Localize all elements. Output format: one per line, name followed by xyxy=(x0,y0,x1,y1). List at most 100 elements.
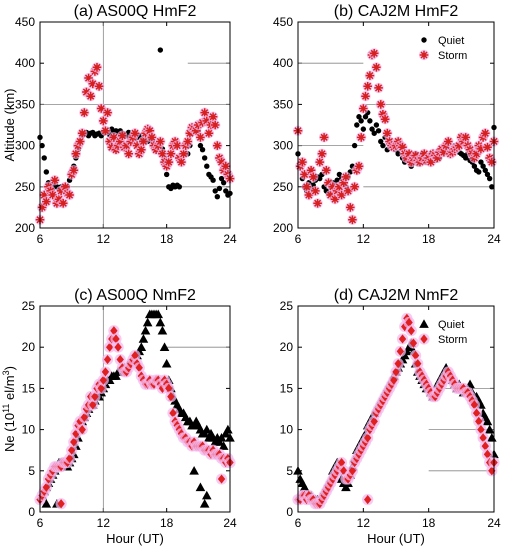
x-tick-label: 6 xyxy=(37,516,44,530)
data-point-storm xyxy=(55,498,67,510)
marker-diamond xyxy=(411,350,420,361)
data-point-storm xyxy=(362,494,374,506)
unit-text: ) xyxy=(2,366,17,370)
data-point-quiet xyxy=(140,325,151,335)
y-tick-label: 25 xyxy=(22,299,36,313)
marker-star xyxy=(105,137,114,146)
data-point-storm xyxy=(394,345,406,357)
data-point-storm xyxy=(349,181,360,192)
x-tick-label: 6 xyxy=(295,232,302,246)
data-point-storm xyxy=(74,136,86,147)
marker-star xyxy=(39,190,49,200)
marker-diamond xyxy=(472,408,481,418)
data-point-quiet xyxy=(462,155,469,161)
data-point-storm xyxy=(199,107,210,118)
data-point-storm xyxy=(362,81,373,92)
marker-star xyxy=(304,190,314,200)
marker-diamond xyxy=(337,457,346,468)
marker-diamond xyxy=(67,445,76,455)
data-point-storm xyxy=(212,140,223,151)
data-point-storm xyxy=(101,353,114,366)
plot-area xyxy=(40,306,230,512)
data-point-storm xyxy=(318,132,330,143)
marker-star xyxy=(343,186,353,196)
marker-star xyxy=(348,215,357,225)
data-point-quiet xyxy=(484,424,495,434)
data-point-quiet xyxy=(138,334,149,343)
marker-star xyxy=(94,82,104,91)
marker-star xyxy=(217,157,226,167)
marker-diamond xyxy=(470,400,479,410)
legend-marker-storm xyxy=(418,333,430,345)
marker-diamond xyxy=(483,449,492,459)
data-point-quiet xyxy=(201,490,212,500)
data-point-storm xyxy=(100,125,111,136)
marker-diamond xyxy=(101,367,110,377)
y-tick-label: 20 xyxy=(22,340,36,354)
marker-star xyxy=(61,182,70,192)
data-layer xyxy=(292,312,500,510)
y-tick-label: 200 xyxy=(15,221,35,235)
marker-star xyxy=(210,120,220,130)
data-point-quiet xyxy=(371,130,377,136)
marker-star xyxy=(42,197,51,206)
x-tick-label: 18 xyxy=(422,516,436,530)
data-point-quiet xyxy=(142,317,153,327)
y-tick-label: 20 xyxy=(280,340,294,354)
marker-star xyxy=(137,145,146,154)
data-point-quiet xyxy=(39,142,45,149)
superscript: 11 xyxy=(1,404,11,413)
marker-star xyxy=(109,133,119,142)
data-point-storm xyxy=(210,119,221,131)
data-point-storm xyxy=(310,185,321,197)
marker-star xyxy=(330,194,340,204)
marker-diamond xyxy=(405,317,413,328)
x-tick-label: 24 xyxy=(487,232,501,246)
data-point-storm xyxy=(392,358,404,370)
marker-star xyxy=(444,137,453,146)
y-tick-label: 300 xyxy=(273,139,293,153)
data-point-storm xyxy=(136,144,147,155)
data-point-storm xyxy=(405,325,417,337)
marker-star xyxy=(372,63,381,72)
data-point-quiet xyxy=(204,163,210,169)
data-point-storm xyxy=(443,136,454,147)
marker-star xyxy=(419,50,429,60)
data-point-quiet xyxy=(199,147,206,153)
data-point-storm xyxy=(172,140,183,151)
x-tick-label: 12 xyxy=(357,516,371,530)
data-point-quiet xyxy=(201,424,212,434)
marker-star xyxy=(185,128,195,138)
legend-label: Storm xyxy=(438,334,467,346)
marker-diamond xyxy=(91,392,99,402)
x-tick-label: 24 xyxy=(487,516,501,530)
data-point-storm xyxy=(79,107,90,118)
panel-4: (d) CAJ2M NmF2 6 12 18 24 0 5 10 15 20 25 Hour (UT)… xyxy=(280,287,501,546)
data-point-storm xyxy=(353,161,365,172)
marker-star xyxy=(156,137,165,146)
data-point-storm xyxy=(155,136,166,147)
marker-star xyxy=(213,141,222,150)
data-point-storm xyxy=(347,214,358,225)
data-point-storm xyxy=(58,198,69,209)
marker-diamond xyxy=(72,429,80,439)
y-tick-label: 400 xyxy=(15,56,35,70)
marker-star xyxy=(420,149,429,159)
data-point-quiet xyxy=(367,118,373,124)
data-point-storm xyxy=(301,181,312,192)
data-point-quiet xyxy=(351,142,358,149)
marker-star xyxy=(476,144,486,154)
x-tick-label: 24 xyxy=(223,232,237,246)
data-point-quiet xyxy=(380,142,386,149)
y-axis-label: Ne (1011 el/m3) xyxy=(1,366,17,452)
data-layer xyxy=(34,309,236,510)
data-point-storm xyxy=(375,99,386,110)
legend-marker-quiet xyxy=(421,37,427,43)
marker-star xyxy=(481,128,490,138)
marker-diamond xyxy=(477,425,485,435)
marker-star xyxy=(50,175,60,185)
data-point-storm xyxy=(99,366,112,378)
marker-star xyxy=(204,128,214,138)
marker-star xyxy=(311,186,320,196)
